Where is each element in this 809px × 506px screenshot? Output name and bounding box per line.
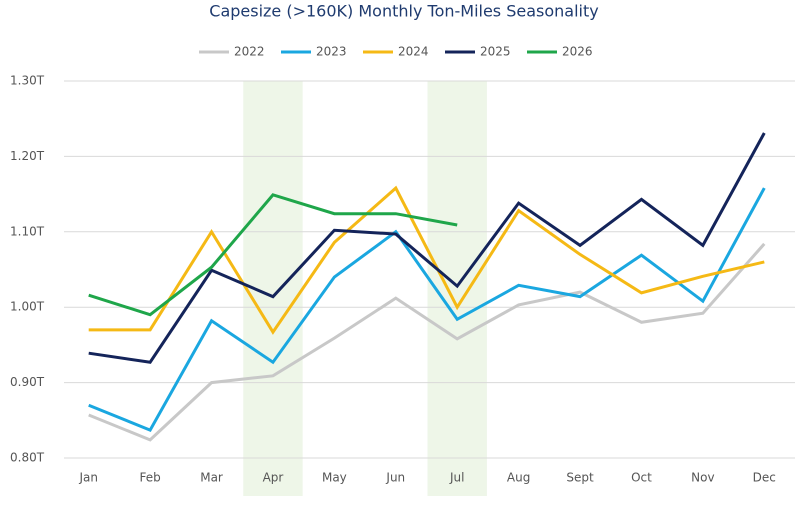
x-tick-label: Dec bbox=[753, 471, 776, 485]
series-line bbox=[88, 242, 766, 442]
x-tick-label: Oct bbox=[631, 471, 652, 485]
x-tick-label: Aug bbox=[507, 471, 530, 485]
y-tick-label: 0.90T bbox=[10, 375, 45, 389]
legend-label: 2025 bbox=[480, 45, 511, 59]
legend-label: 2022 bbox=[234, 45, 265, 59]
x-tick-label: Jul bbox=[449, 471, 464, 485]
x-tick-label: Mar bbox=[200, 471, 223, 485]
y-tick-label: 1.30T bbox=[10, 74, 45, 88]
series-line bbox=[88, 193, 458, 317]
x-tick-label: Apr bbox=[263, 471, 284, 485]
series-line bbox=[88, 132, 766, 364]
x-tick-label: May bbox=[322, 471, 347, 485]
legend-label: 2026 bbox=[562, 45, 593, 59]
x-tick-label: Feb bbox=[140, 471, 161, 485]
x-tick-label: Nov bbox=[691, 471, 714, 485]
legend-label: 2023 bbox=[316, 45, 347, 59]
chart-title: Capesize (>160K) Monthly Ton-Miles Seaso… bbox=[209, 2, 598, 21]
y-tick-label: 1.10T bbox=[10, 224, 45, 238]
x-tick-label: Sept bbox=[566, 471, 594, 485]
series-line bbox=[88, 187, 766, 432]
x-tick-label: Jun bbox=[385, 471, 405, 485]
legend-label: 2024 bbox=[398, 45, 429, 59]
x-tick-label: Jan bbox=[78, 471, 98, 485]
y-tick-label: 1.00T bbox=[10, 300, 45, 314]
y-tick-label: 0.80T bbox=[10, 451, 45, 465]
y-tick-label: 1.20T bbox=[10, 149, 45, 163]
series-line bbox=[88, 185, 765, 335]
